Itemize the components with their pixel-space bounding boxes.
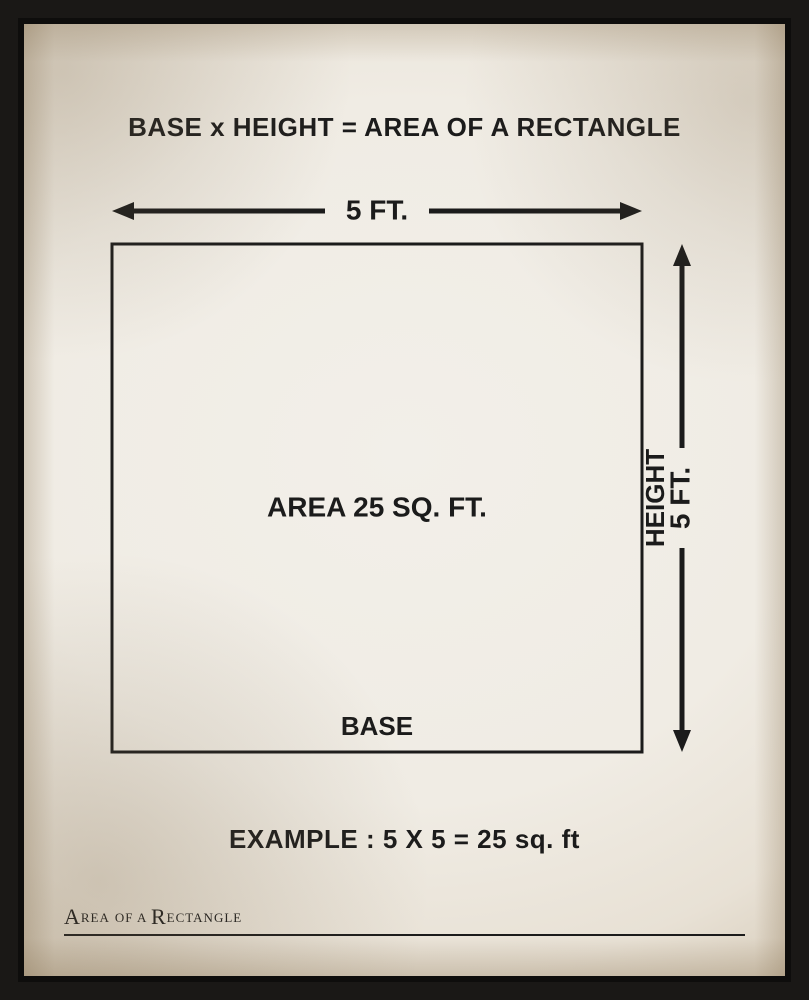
footer-word-area-rest: REA <box>81 910 110 925</box>
rectangle-diagram: 5 FT. 5 FT. AREA 25 SQ. FT. BASE HEIGHT <box>102 184 714 784</box>
footer-rule <box>64 934 745 936</box>
content-layer: BASE x HEIGHT = AREA OF A RECTANGLE 5 FT… <box>24 24 785 976</box>
footer-word-rect-rest: ECTANGLE <box>167 910 243 925</box>
base-label: BASE <box>341 711 413 741</box>
top-dimension-label: 5 FT. <box>346 194 408 225</box>
footer: AREA OF A RECTANGLE <box>64 904 745 936</box>
example-text: EXAMPLE : 5 X 5 = 25 sq. ft <box>24 824 785 855</box>
footer-mid: OF A <box>115 910 151 925</box>
formula-title: BASE x HEIGHT = AREA OF A RECTANGLE <box>24 112 785 143</box>
footer-word-rect: R <box>151 904 167 929</box>
footer-word-area: A <box>64 904 81 929</box>
height-label: HEIGHT <box>640 449 670 547</box>
footer-label: AREA OF A RECTANGLE <box>64 911 242 928</box>
inner-frame: BASE x HEIGHT = AREA OF A RECTANGLE 5 FT… <box>18 18 791 982</box>
outer-frame: BASE x HEIGHT = AREA OF A RECTANGLE 5 FT… <box>0 0 809 1000</box>
paper-background: BASE x HEIGHT = AREA OF A RECTANGLE 5 FT… <box>24 24 785 976</box>
area-label: AREA 25 SQ. FT. <box>267 491 487 522</box>
